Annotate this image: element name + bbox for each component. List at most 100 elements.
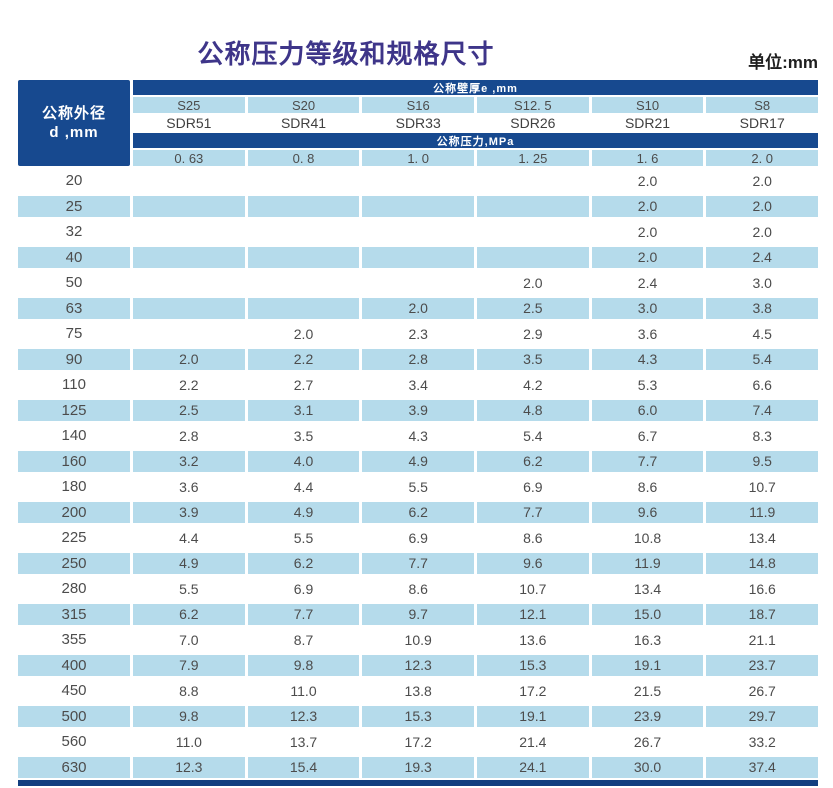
- wall-thickness-value: 2.5: [133, 397, 245, 423]
- wall-thickness-value: 3.5: [247, 423, 360, 449]
- wall-thickness-value: 2.3: [362, 321, 475, 347]
- wall-thickness-value: 9.5: [706, 448, 819, 474]
- wall-thickness-value: 15.4: [247, 754, 360, 780]
- wall-thickness-value: 7.4: [706, 397, 819, 423]
- pressure-value: 0. 8: [247, 150, 360, 166]
- wall-thickness-value: 2.8: [362, 346, 475, 372]
- row-label-outer-diameter: 63: [18, 295, 130, 321]
- wall-thickness-value: 15.0: [591, 601, 704, 627]
- table-row: 160 3.2 4.0 4.9 6.2 7.7 9.5: [18, 448, 819, 474]
- wall-thickness-value: 19.1: [477, 703, 589, 729]
- row-label-outer-diameter: 200: [18, 499, 130, 525]
- wall-thickness-value: [477, 244, 589, 270]
- row-label-outer-diameter: 560: [18, 729, 130, 755]
- unit-label: 单位:mm: [748, 53, 818, 72]
- wall-thickness-value: 11.9: [706, 499, 819, 525]
- wall-thickness-value: [133, 270, 245, 296]
- wall-thickness-value: 7.7: [477, 499, 589, 525]
- series-label: S12. 5: [477, 97, 589, 113]
- wall-thickness-value: 15.3: [477, 652, 589, 678]
- table-row: 225 4.4 5.5 6.9 8.6 10.8 13.4: [18, 525, 819, 551]
- wall-thickness-value: 12.3: [362, 652, 475, 678]
- wall-thickness-value: 6.9: [477, 474, 589, 500]
- row-label-outer-diameter: 315: [18, 601, 130, 627]
- wall-thickness-value: 13.4: [706, 525, 819, 551]
- sdr-label: SDR33: [362, 115, 475, 131]
- wall-thickness-value: 9.8: [247, 652, 360, 678]
- wall-thickness-value: 13.7: [247, 729, 360, 755]
- pressure-value: 1. 6: [591, 150, 704, 166]
- wall-thickness-value: [133, 295, 245, 321]
- wall-thickness-value: 6.9: [247, 576, 360, 602]
- wall-thickness-value: 33.2: [706, 729, 819, 755]
- wall-thickness-value: 2.0: [591, 193, 704, 219]
- wall-thickness-value: 12.3: [247, 703, 360, 729]
- wall-thickness-value: 5.5: [362, 474, 475, 500]
- wall-thickness-value: 11.0: [133, 729, 245, 755]
- wall-thickness-value: 26.7: [591, 729, 704, 755]
- wall-thickness-value: 8.6: [477, 525, 589, 551]
- wall-thickness-value: 13.4: [591, 576, 704, 602]
- row-label-outer-diameter: 450: [18, 678, 130, 704]
- wall-thickness-value: 2.9: [477, 321, 589, 347]
- wall-thickness-value: 3.0: [706, 270, 819, 296]
- table-row: 140 2.8 3.5 4.3 5.4 6.7 8.3: [18, 423, 819, 449]
- corner-header-line1: 公称外径: [41, 105, 106, 122]
- wall-thickness-value: 7.7: [362, 550, 475, 576]
- table-row: 125 2.5 3.1 3.9 4.8 6.0 7.4: [18, 397, 819, 423]
- wall-thickness-value: 19.1: [591, 652, 704, 678]
- wall-thickness-value: 3.9: [362, 397, 475, 423]
- sdr-label-row: SDR51 SDR41 SDR33 SDR26 SDR21 SDR17: [133, 115, 819, 131]
- wall-thickness-value: 9.6: [477, 550, 589, 576]
- row-label-outer-diameter: 400: [18, 652, 130, 678]
- table-row: 400 7.9 9.8 12.3 15.3 19.1 23.7: [18, 652, 819, 678]
- table-row: 250 4.9 6.2 7.7 9.6 11.9 14.8: [18, 550, 819, 576]
- wall-thickness-value: 14.8: [706, 550, 819, 576]
- wall-thickness-value: 10.9: [362, 627, 475, 653]
- wall-thickness-value: [247, 219, 360, 245]
- table-row: 40 2.0 2.4: [18, 244, 819, 270]
- wall-thickness-value: 3.2: [133, 448, 245, 474]
- wall-thickness-value: 5.3: [591, 372, 704, 398]
- wall-thickness-value: 4.2: [477, 372, 589, 398]
- page-title: 公称压力等级和规格尺寸: [197, 39, 495, 69]
- wall-thickness-value: 2.0: [591, 244, 704, 270]
- wall-thickness-value: 3.9: [133, 499, 245, 525]
- corner-header-outer-diameter: 公称外径 d ,mm: [18, 80, 130, 166]
- wall-thickness-value: 5.4: [477, 423, 589, 449]
- wall-thickness-value: 3.0: [591, 295, 704, 321]
- wall-thickness-value: 17.2: [477, 678, 589, 704]
- wall-thickness-value: 8.8: [133, 678, 245, 704]
- pressure-band: 公称压力,MPa: [133, 133, 818, 148]
- wall-thickness-value: 6.2: [133, 601, 245, 627]
- wall-thickness-value: 11.9: [591, 550, 704, 576]
- wall-thickness-value: 2.0: [477, 270, 589, 296]
- wall-thickness-value: [247, 244, 360, 270]
- page-header: 公称压力等级和规格尺寸 单位:mm: [0, 0, 833, 80]
- wall-thickness-value: 6.9: [362, 525, 475, 551]
- wall-thickness-value: 10.7: [477, 576, 589, 602]
- table-row: 180 3.6 4.4 5.5 6.9 8.6 10.7: [18, 474, 819, 500]
- sdr-label: SDR51: [133, 115, 245, 131]
- wall-thickness-value: [477, 168, 589, 194]
- pressure-value: 1. 0: [362, 150, 475, 166]
- wall-thickness-value: [477, 193, 589, 219]
- wall-thickness-value: 2.0: [591, 168, 704, 194]
- wall-thickness-value: 13.6: [477, 627, 589, 653]
- wall-thickness-value: 4.5: [706, 321, 819, 347]
- wall-thickness-value: 2.0: [133, 346, 245, 372]
- pressure-value: 2. 0: [706, 150, 819, 166]
- sdr-label: SDR17: [706, 115, 819, 131]
- table-row: 450 8.8 11.0 13.8 17.2 21.5 26.7: [18, 678, 819, 704]
- row-label-outer-diameter: 180: [18, 474, 130, 500]
- row-label-outer-diameter: 280: [18, 576, 130, 602]
- row-label-outer-diameter: 250: [18, 550, 130, 576]
- wall-thickness-value: 9.6: [591, 499, 704, 525]
- table-row: 20 2.0 2.0: [18, 168, 819, 194]
- wall-thickness-value: 26.7: [706, 678, 819, 704]
- table-row: 63 2.0 2.5 3.0 3.8: [18, 295, 819, 321]
- wall-thickness-value: 4.3: [362, 423, 475, 449]
- wall-thickness-value: [247, 193, 360, 219]
- wall-thickness-value: 16.6: [706, 576, 819, 602]
